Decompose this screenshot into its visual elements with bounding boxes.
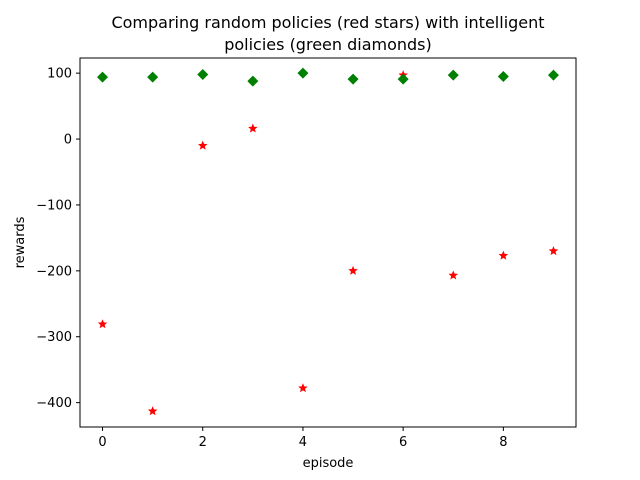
red-star-point [348, 265, 358, 275]
x-tick-label: 6 [399, 435, 407, 450]
chart-title-line-2: policies (green diamonds) [224, 35, 432, 54]
y-axis-label: rewards [13, 216, 28, 268]
red-star-point [448, 270, 459, 280]
red-star-point [548, 246, 559, 256]
red-star-point [298, 383, 308, 393]
green-diamond-point [197, 68, 209, 80]
y-tick-label: −100 [36, 198, 72, 213]
red-star-point [147, 406, 158, 416]
y-tick-label: −200 [36, 264, 72, 279]
green-diamond-point [97, 71, 109, 83]
red-star-point [248, 123, 258, 133]
x-tick-label: 0 [98, 435, 106, 450]
x-tick-label: 8 [499, 435, 507, 450]
green-diamond-point [497, 70, 509, 82]
intelligent-policy-series [97, 67, 559, 87]
y-tick-label: −400 [36, 396, 72, 411]
red-star-point [498, 250, 509, 260]
y-tick-label: 0 [64, 133, 72, 148]
y-tick-label: 100 [47, 67, 72, 82]
x-axis-label: episode [303, 456, 354, 471]
chart-title-line-1: Comparing random policies (red stars) wi… [111, 13, 544, 32]
x-tick-label: 4 [299, 435, 307, 450]
x-tick-label: 2 [199, 435, 207, 450]
y-tick-label: −300 [36, 330, 72, 345]
green-diamond-point [347, 73, 359, 85]
red-star-point [197, 140, 208, 150]
green-diamond-point [547, 69, 559, 81]
green-diamond-point [447, 69, 459, 81]
green-diamond-point [147, 71, 159, 83]
red-star-point [97, 319, 108, 329]
green-diamond-point [397, 73, 409, 85]
plot-frame [79, 57, 577, 428]
green-diamond-point [247, 75, 259, 87]
green-diamond-point [297, 67, 309, 79]
